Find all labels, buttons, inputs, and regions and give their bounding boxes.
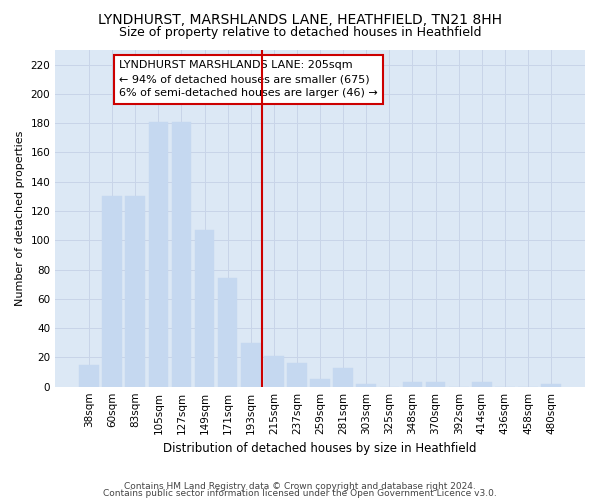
Bar — [125, 196, 145, 386]
Bar — [472, 382, 491, 386]
Text: LYNDHURST MARSHLANDS LANE: 205sqm
← 94% of detached houses are smaller (675)
6% : LYNDHURST MARSHLANDS LANE: 205sqm ← 94% … — [119, 60, 378, 98]
Bar — [172, 122, 191, 386]
Bar — [356, 384, 376, 386]
Bar — [310, 380, 330, 386]
Y-axis label: Number of detached properties: Number of detached properties — [15, 130, 25, 306]
X-axis label: Distribution of detached houses by size in Heathfield: Distribution of detached houses by size … — [163, 442, 477, 455]
Bar — [103, 196, 122, 386]
Bar — [149, 122, 168, 386]
Bar — [426, 382, 445, 386]
Text: LYNDHURST, MARSHLANDS LANE, HEATHFIELD, TN21 8HH: LYNDHURST, MARSHLANDS LANE, HEATHFIELD, … — [98, 12, 502, 26]
Bar — [195, 230, 214, 386]
Bar — [218, 278, 238, 386]
Bar — [541, 384, 561, 386]
Text: Contains public sector information licensed under the Open Government Licence v3: Contains public sector information licen… — [103, 490, 497, 498]
Bar — [403, 382, 422, 386]
Bar — [334, 368, 353, 386]
Bar — [241, 343, 260, 386]
Bar — [79, 364, 99, 386]
Bar — [287, 364, 307, 386]
Text: Size of property relative to detached houses in Heathfield: Size of property relative to detached ho… — [119, 26, 481, 39]
Bar — [264, 356, 284, 386]
Text: Contains HM Land Registry data © Crown copyright and database right 2024.: Contains HM Land Registry data © Crown c… — [124, 482, 476, 491]
